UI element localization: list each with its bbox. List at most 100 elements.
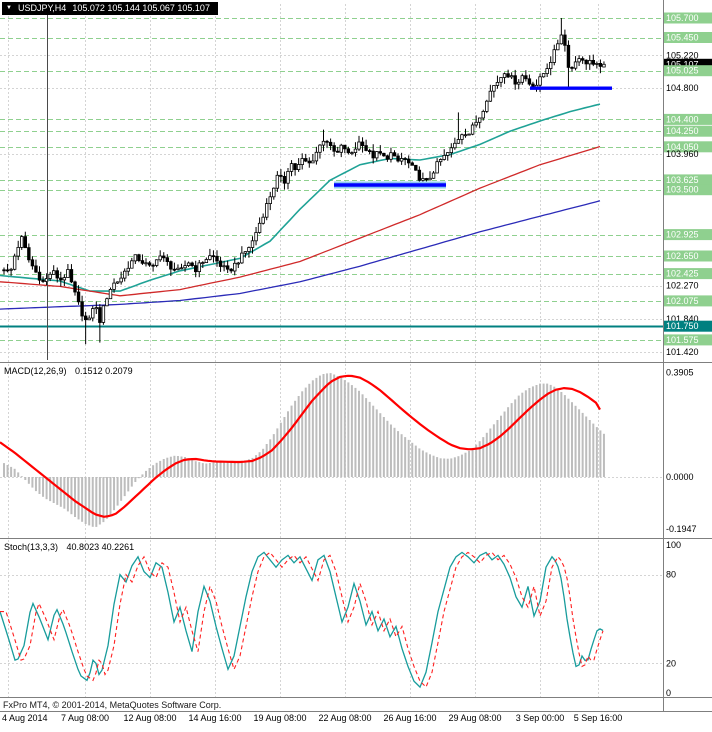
macd-histogram-bar xyxy=(137,477,140,479)
macd-histogram-bar xyxy=(556,389,559,477)
macd-histogram-bar xyxy=(258,452,261,477)
candle xyxy=(286,168,290,190)
candle xyxy=(556,39,560,51)
price-axis-label: 104.050 xyxy=(666,142,699,152)
macd-indicator-name: MACD(12,26,9) xyxy=(4,366,67,376)
price-axis-label: 105.700 xyxy=(666,13,699,23)
candle xyxy=(513,69,517,90)
candle xyxy=(566,40,571,88)
macd-histogram-bar xyxy=(272,434,275,477)
macd-histogram-bar xyxy=(443,458,446,477)
price-axis-label: 104.400 xyxy=(666,114,699,124)
candle xyxy=(69,264,74,284)
candle xyxy=(300,153,304,170)
candle xyxy=(218,256,223,272)
candle xyxy=(59,271,63,287)
candle xyxy=(307,157,311,168)
candle xyxy=(73,280,77,296)
candle xyxy=(30,256,35,270)
candle xyxy=(254,227,258,246)
macd-histogram-bar xyxy=(13,468,16,477)
macd-histogram-bar xyxy=(429,454,431,477)
macd-histogram-bar xyxy=(216,462,218,477)
macd-histogram-bar xyxy=(322,374,325,477)
candle xyxy=(20,235,24,250)
macd-histogram-bar xyxy=(230,461,233,477)
price-level-badge xyxy=(664,32,712,43)
candle xyxy=(485,99,489,114)
macd-histogram-bar xyxy=(70,477,73,515)
candle xyxy=(261,213,265,225)
stoch-axis: 100 80 20 0 xyxy=(666,540,681,698)
macd-histogram-bar xyxy=(81,477,84,522)
price-level-badge xyxy=(664,58,712,70)
candle xyxy=(98,304,102,343)
macd-histogram-bar xyxy=(407,439,410,477)
macd-histogram-bar xyxy=(88,477,91,526)
macd-histogram-bar xyxy=(571,402,573,477)
panel-separators[interactable] xyxy=(0,0,712,712)
macd-histogram-bar xyxy=(404,437,407,477)
macd-histogram-bar xyxy=(45,477,48,500)
macd-histogram-bar xyxy=(595,427,598,477)
candle xyxy=(563,29,567,52)
macd-histogram-bar xyxy=(91,477,94,527)
macd-histogram-bar xyxy=(294,400,297,477)
macd-histogram-bar xyxy=(531,386,534,477)
macd-indicator-label: MACD(12,26,9) 0.1512 0.2079 xyxy=(4,366,133,376)
price-axis-label: 102.270 xyxy=(666,281,699,291)
macd-histogram-bar xyxy=(77,477,80,520)
macd-histogram-bar xyxy=(130,477,133,487)
candle xyxy=(364,139,368,152)
candle xyxy=(360,137,365,153)
macd-histogram-bar xyxy=(287,411,289,477)
macd-histogram-bar xyxy=(265,444,268,477)
stoch-axis-label: 0 xyxy=(666,688,671,698)
candle xyxy=(382,152,386,157)
candle xyxy=(488,84,493,102)
macd-histogram-bar xyxy=(517,395,520,477)
macd-histogram-bar xyxy=(34,477,37,492)
macd-histogram-bar xyxy=(425,452,428,477)
candle xyxy=(282,171,287,190)
macd-histogram-bar xyxy=(375,409,378,477)
candle xyxy=(250,236,255,254)
candle xyxy=(350,151,354,156)
macd-histogram-bar xyxy=(59,477,62,507)
candle xyxy=(318,144,322,159)
candle xyxy=(62,274,67,286)
candlesticks-layer xyxy=(2,18,606,345)
candle xyxy=(162,252,166,262)
price-axis-label: 103.625 xyxy=(666,175,699,185)
time-axis: 4 Aug 2014 7 Aug 08:00 12 Aug 08:00 14 Aug … xyxy=(2,713,622,723)
price-axis-label: 102.925 xyxy=(666,230,699,240)
horizontal-line-objects[interactable] xyxy=(0,18,663,341)
candle xyxy=(169,260,173,276)
macd-histogram-bar xyxy=(602,433,605,477)
macd-histogram-bar xyxy=(116,477,119,506)
macd-histogram-bar xyxy=(226,461,229,477)
candle xyxy=(83,311,88,345)
macd-histogram-bar xyxy=(592,423,595,477)
candle xyxy=(474,115,478,128)
candle xyxy=(520,73,524,85)
candle xyxy=(456,112,461,144)
macd-histogram-bar xyxy=(95,477,98,527)
candle xyxy=(332,142,336,157)
macd-histogram-bar xyxy=(347,382,350,477)
macd-histogram-bar xyxy=(365,398,368,477)
macd-histogram-bar xyxy=(148,468,151,477)
candle xyxy=(176,264,180,271)
macd-histogram-bar xyxy=(102,477,105,523)
candle xyxy=(225,260,230,273)
macd-histogram-bar xyxy=(109,477,112,515)
macd-histogram-bar xyxy=(127,477,130,492)
stoch-axis-label: 80 xyxy=(666,570,676,580)
chart-ohlc-quote: 105.072 105.144 105.067 105.107 xyxy=(72,3,210,13)
price-level-badge xyxy=(664,141,712,153)
macd-histogram-bar xyxy=(393,427,396,477)
macd-histogram-bar xyxy=(141,474,144,477)
candle xyxy=(215,250,219,267)
